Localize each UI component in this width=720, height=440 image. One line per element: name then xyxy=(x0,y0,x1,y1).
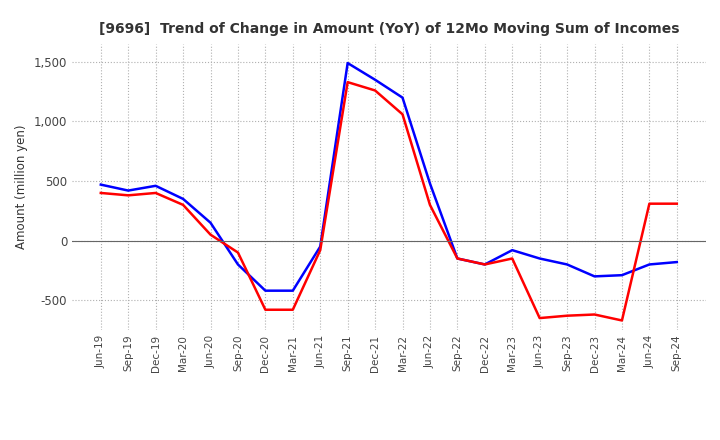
Ordinary Income xyxy=(672,260,681,265)
Net Income xyxy=(343,80,352,85)
Title: [9696]  Trend of Change in Amount (YoY) of 12Mo Moving Sum of Incomes: [9696] Trend of Change in Amount (YoY) o… xyxy=(99,22,679,36)
Net Income xyxy=(151,191,160,196)
Ordinary Income xyxy=(453,256,462,261)
Net Income xyxy=(672,201,681,206)
Ordinary Income xyxy=(124,188,132,193)
Ordinary Income xyxy=(316,244,325,249)
Ordinary Income xyxy=(179,196,187,202)
Net Income xyxy=(480,262,489,267)
Ordinary Income xyxy=(645,262,654,267)
Net Income xyxy=(261,307,270,312)
Net Income xyxy=(179,202,187,208)
Ordinary Income xyxy=(151,183,160,188)
Net Income xyxy=(426,202,434,208)
Ordinary Income xyxy=(96,182,105,187)
Line: Ordinary Income: Ordinary Income xyxy=(101,63,677,291)
Net Income xyxy=(398,112,407,117)
Ordinary Income xyxy=(398,95,407,100)
Net Income xyxy=(371,88,379,93)
Net Income xyxy=(206,232,215,237)
Y-axis label: Amount (million yen): Amount (million yen) xyxy=(15,125,28,249)
Ordinary Income xyxy=(233,262,242,267)
Net Income xyxy=(618,318,626,323)
Ordinary Income xyxy=(289,288,297,293)
Ordinary Income xyxy=(206,220,215,225)
Net Income xyxy=(289,307,297,312)
Ordinary Income xyxy=(618,272,626,278)
Net Income xyxy=(590,312,599,317)
Net Income xyxy=(453,256,462,261)
Ordinary Income xyxy=(536,256,544,261)
Ordinary Income xyxy=(563,262,572,267)
Net Income xyxy=(536,315,544,321)
Net Income xyxy=(96,191,105,196)
Net Income xyxy=(316,248,325,253)
Ordinary Income xyxy=(480,262,489,267)
Ordinary Income xyxy=(261,288,270,293)
Ordinary Income xyxy=(343,60,352,66)
Ordinary Income xyxy=(508,248,516,253)
Net Income xyxy=(645,201,654,206)
Net Income xyxy=(124,193,132,198)
Ordinary Income xyxy=(426,181,434,186)
Net Income xyxy=(508,256,516,261)
Net Income xyxy=(563,313,572,319)
Line: Net Income: Net Income xyxy=(101,82,677,320)
Ordinary Income xyxy=(371,77,379,82)
Net Income xyxy=(233,250,242,255)
Ordinary Income xyxy=(590,274,599,279)
